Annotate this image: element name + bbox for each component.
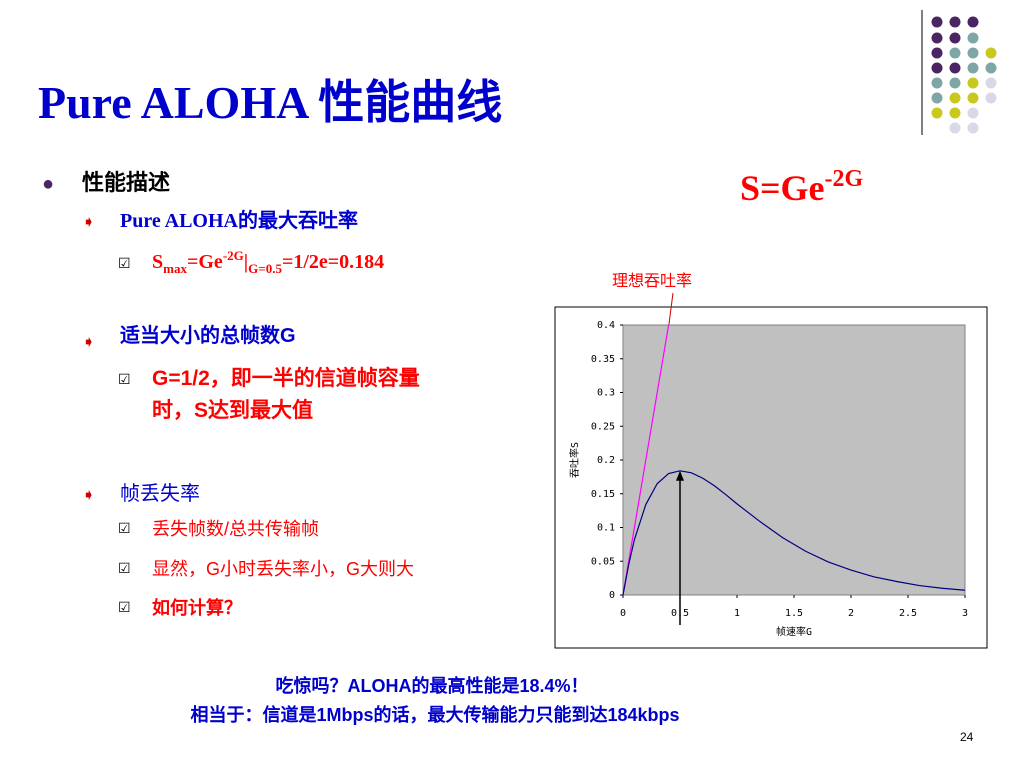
y-tick-label: 0.05 — [591, 556, 615, 567]
svg-text:➧: ➧ — [82, 334, 95, 351]
x-tick-label: 1.5 — [785, 608, 803, 619]
caption: 吃惊吗？ALOHA的最高性能是18.4%！ — [275, 675, 588, 696]
x-axis-label: 帧速率G — [776, 625, 812, 638]
part: -2G — [223, 248, 244, 263]
y-tick-label: 0.25 — [591, 421, 615, 432]
svg-text:➧: ➧ — [82, 487, 95, 504]
decoration — [921, 10, 997, 135]
y-tick-label: 0.35 — [591, 354, 615, 365]
y-tick-label: 0.4 — [597, 320, 615, 331]
y-tick-label: 0.1 — [597, 523, 615, 534]
page-number: 24 — [960, 730, 974, 744]
part: max — [163, 261, 187, 276]
svg-text:☑: ☑ — [118, 599, 131, 615]
section-heading: 帧丢失率 — [120, 482, 200, 505]
x-tick-label: 2 — [848, 608, 854, 619]
svg-text:☑: ☑ — [118, 371, 131, 387]
chart: 00.050.10.150.20.250.30.350.400.511.522.… — [568, 320, 968, 638]
point: G=1/2，即一半的信道帧容量 — [152, 366, 420, 390]
part: | — [244, 251, 248, 273]
svg-text:☑: ☑ — [118, 255, 131, 271]
part: S — [152, 251, 163, 273]
svg-text:☑: ☑ — [118, 520, 131, 536]
bullet: 性能描述 — [82, 170, 170, 195]
x-tick-label: 3 — [962, 608, 968, 619]
series-line — [622, 470, 966, 596]
x-tick-label: 1 — [734, 608, 740, 619]
checkboxes: ☑ ☑ ☑ ☑ ☑ — [118, 255, 131, 615]
arrows: ➧ ➧ ➧ — [82, 214, 95, 504]
bullet-dot: ● — [42, 173, 54, 195]
caption: 相当于：信道是1Mbps的话，最大传输能力只能到达184kbps — [190, 704, 679, 725]
formula: S=Ge-2G — [740, 166, 864, 208]
y-tick-label: 0.15 — [591, 489, 615, 500]
formula-exponent: -2G — [825, 166, 864, 192]
y-axis-label: 吞吐率S — [568, 442, 581, 478]
formula-base: S=Ge — [740, 168, 825, 208]
point: 时，S达到最大值 — [152, 398, 313, 422]
y-tick-label: 0 — [609, 590, 615, 601]
x-tick-label: 2.5 — [899, 608, 917, 619]
y-tick-label: 0.2 — [597, 455, 615, 466]
svg-text:☑: ☑ — [118, 560, 131, 576]
section-heading: 适当大小的总帧数G — [120, 323, 296, 347]
x-tick-label: 0 — [620, 608, 626, 619]
point: 显然，G小时丢失率小，G大则大 — [152, 559, 414, 579]
part: =Ge — [187, 251, 223, 273]
point: 如何计算？ — [152, 597, 242, 618]
part: =1/2e=0.184 — [282, 251, 384, 273]
series-line — [622, 324, 670, 596]
point: Smax=Ge-2G|G=0.5=1/2e=0.184 — [152, 248, 384, 276]
title: Pure ALOHA 性能曲线 — [38, 77, 502, 128]
y-tick-label: 0.3 — [597, 388, 615, 399]
part: G=0.5 — [248, 261, 282, 276]
svg-text:➧: ➧ — [82, 214, 95, 231]
annotation-arrowhead — [676, 470, 684, 481]
annotation-label: 理想吞吐率 — [612, 272, 692, 290]
point: 丢失帧数/总共传输帧 — [152, 519, 319, 539]
plot-area — [622, 324, 966, 596]
section-heading: Pure ALOHA的最大吞吐率 — [120, 208, 358, 232]
